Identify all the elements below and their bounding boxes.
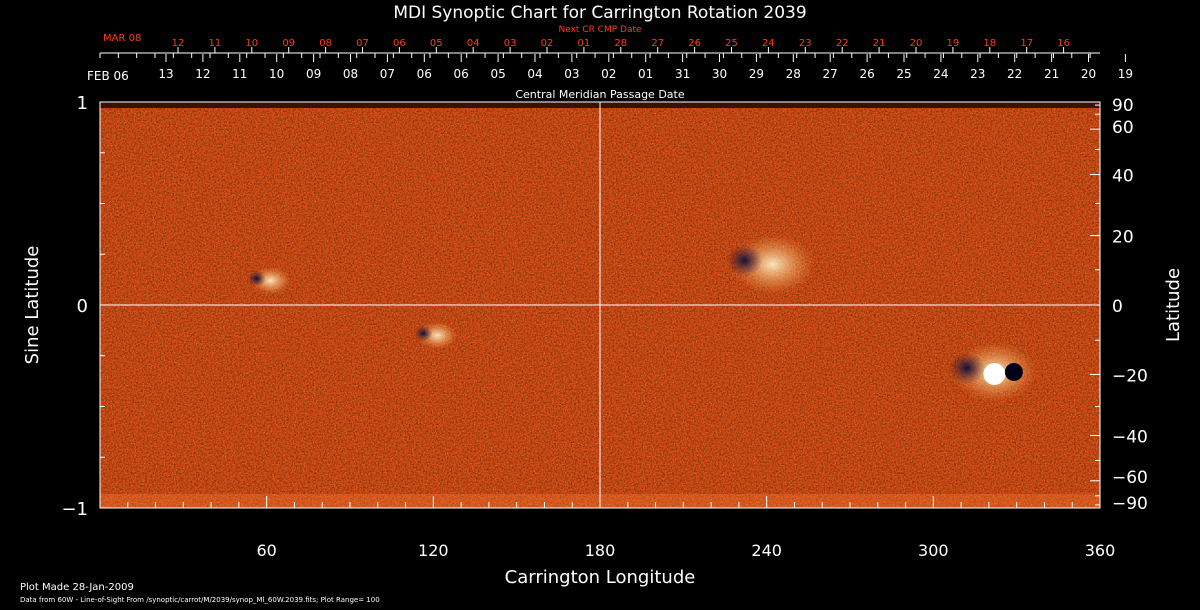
next-date-label: 24	[762, 38, 775, 49]
next-date-labels: 12 11 10 09 08 07 06 05 04 03 02 01 28 27 26 25 24 23 22 21…	[172, 38, 1070, 49]
current-date-label: 01	[638, 67, 653, 81]
next-date-label: 20	[910, 38, 923, 49]
next-date-label: 10	[245, 38, 258, 49]
next-date-label: 22	[836, 38, 849, 49]
x-tick-label: 300	[918, 541, 949, 560]
next-date-label: 18	[983, 38, 996, 49]
next-date-label: 28	[614, 38, 627, 49]
current-date-labels: 13 12 11 10 09 08 07 06 06 05 04 03 02 01 31 30 29 28 27 26…	[158, 67, 1133, 81]
current-date-label: 06	[454, 67, 469, 81]
current-date-label: 11	[232, 67, 247, 81]
next-date-label: 09	[282, 38, 295, 49]
current-date-label: 30	[712, 67, 727, 81]
current-date-label: 29	[749, 67, 764, 81]
current-date-label: 24	[933, 67, 948, 81]
next-date-label: 19	[947, 38, 960, 49]
current-date-label: 19	[1118, 67, 1133, 81]
next-date-label: 21	[873, 38, 886, 49]
current-date-label: 07	[380, 67, 395, 81]
sunspot-positive	[983, 363, 1006, 386]
x-tick-label: 240	[751, 541, 782, 560]
current-date-label: 12	[195, 67, 210, 81]
x-tick-label: 120	[418, 541, 449, 560]
next-date-label: 07	[356, 38, 369, 49]
y-axis-left: 1 0 −1	[61, 93, 110, 520]
x-axis-labels: 60 120 180 240 300 360	[256, 541, 1115, 560]
y-left-tick-label: 0	[77, 296, 88, 317]
y-left-tick-label: 1	[77, 93, 88, 114]
current-date-label: 26	[859, 67, 874, 81]
current-date-label: 10	[269, 67, 284, 81]
y-right-tick-label: −40	[1112, 427, 1148, 447]
current-date-label: 04	[527, 67, 542, 81]
current-date-label: 02	[601, 67, 616, 81]
next-date-label: 16	[1057, 38, 1070, 49]
active-region-negative	[726, 244, 763, 277]
y-axis-title-left: Sine Latitude	[22, 246, 43, 365]
current-date-label: 21	[1044, 67, 1059, 81]
current-date-label: 31	[675, 67, 690, 81]
current-date-ticks	[99, 53, 1126, 62]
cmp-label: Central Meridian Passage Date	[515, 88, 684, 101]
next-date-label: 02	[541, 38, 554, 49]
next-date-label: 12	[172, 38, 185, 49]
active-region-negative	[247, 270, 266, 287]
next-date-label: 03	[504, 38, 517, 49]
y-right-tick-label: −60	[1112, 468, 1148, 488]
y-right-tick-label: 40	[1112, 167, 1134, 187]
active-regions	[247, 234, 1037, 402]
next-date-label: 23	[799, 38, 812, 49]
current-date-start-label: FEB 06	[87, 69, 129, 83]
current-date-label: 03	[564, 67, 579, 81]
next-date-label: 05	[430, 38, 443, 49]
y-right-tick-label: −20	[1112, 366, 1148, 386]
current-date-label: 25	[896, 67, 911, 81]
sunspot-negative	[1004, 362, 1023, 381]
x-tick-label: 360	[1085, 541, 1116, 560]
active-region-negative	[948, 351, 985, 384]
y-axis-title-right: Latitude	[1163, 268, 1184, 342]
next-date-start-label: MAR 08	[103, 33, 141, 44]
x-axis-title: Carrington Longitude	[505, 567, 696, 588]
next-date-label: 08	[319, 38, 332, 49]
y-right-tick-label: 60	[1112, 118, 1134, 138]
next-date-label: 27	[651, 38, 664, 49]
y-right-tick-label: 90	[1112, 96, 1134, 116]
data-source-label: Data from 60W - Line-of-Sight From /syno…	[20, 596, 380, 604]
current-date-label: 20	[1081, 67, 1096, 81]
next-date-label: 01	[578, 38, 591, 49]
current-date-label: 27	[823, 67, 838, 81]
next-date-label: 26	[688, 38, 701, 49]
active-region-negative	[414, 325, 433, 342]
current-date-label: 05	[490, 67, 505, 81]
y-left-tick-label: −1	[61, 499, 88, 520]
next-cr-label: Next CR CMP Date	[558, 25, 642, 35]
current-date-label: 22	[1007, 67, 1022, 81]
y-right-tick-label: −90	[1112, 494, 1148, 514]
next-date-label: 06	[393, 38, 406, 49]
next-date-label: 04	[467, 38, 480, 49]
next-date-label: 25	[725, 38, 738, 49]
y-right-tick-label: 20	[1112, 228, 1134, 248]
current-date-label: 28	[786, 67, 801, 81]
plot-made-label: Plot Made 28-Jan-2009	[20, 582, 134, 593]
current-date-label: 09	[306, 67, 321, 81]
y-right-tick-label: 0	[1112, 297, 1123, 317]
x-axis-ticks	[127, 496, 1073, 508]
current-date-label: 23	[970, 67, 985, 81]
x-tick-label: 180	[585, 541, 616, 560]
next-date-label: 11	[209, 38, 222, 49]
current-date-label: 06	[417, 67, 432, 81]
x-tick-label: 60	[256, 541, 276, 560]
chart-title: MDI Synoptic Chart for Carrington Rotati…	[393, 3, 806, 23]
next-date-label: 17	[1020, 38, 1033, 49]
next-date-ticks	[177, 47, 1065, 53]
current-date-label: 08	[343, 67, 358, 81]
current-date-label: 13	[158, 67, 173, 81]
